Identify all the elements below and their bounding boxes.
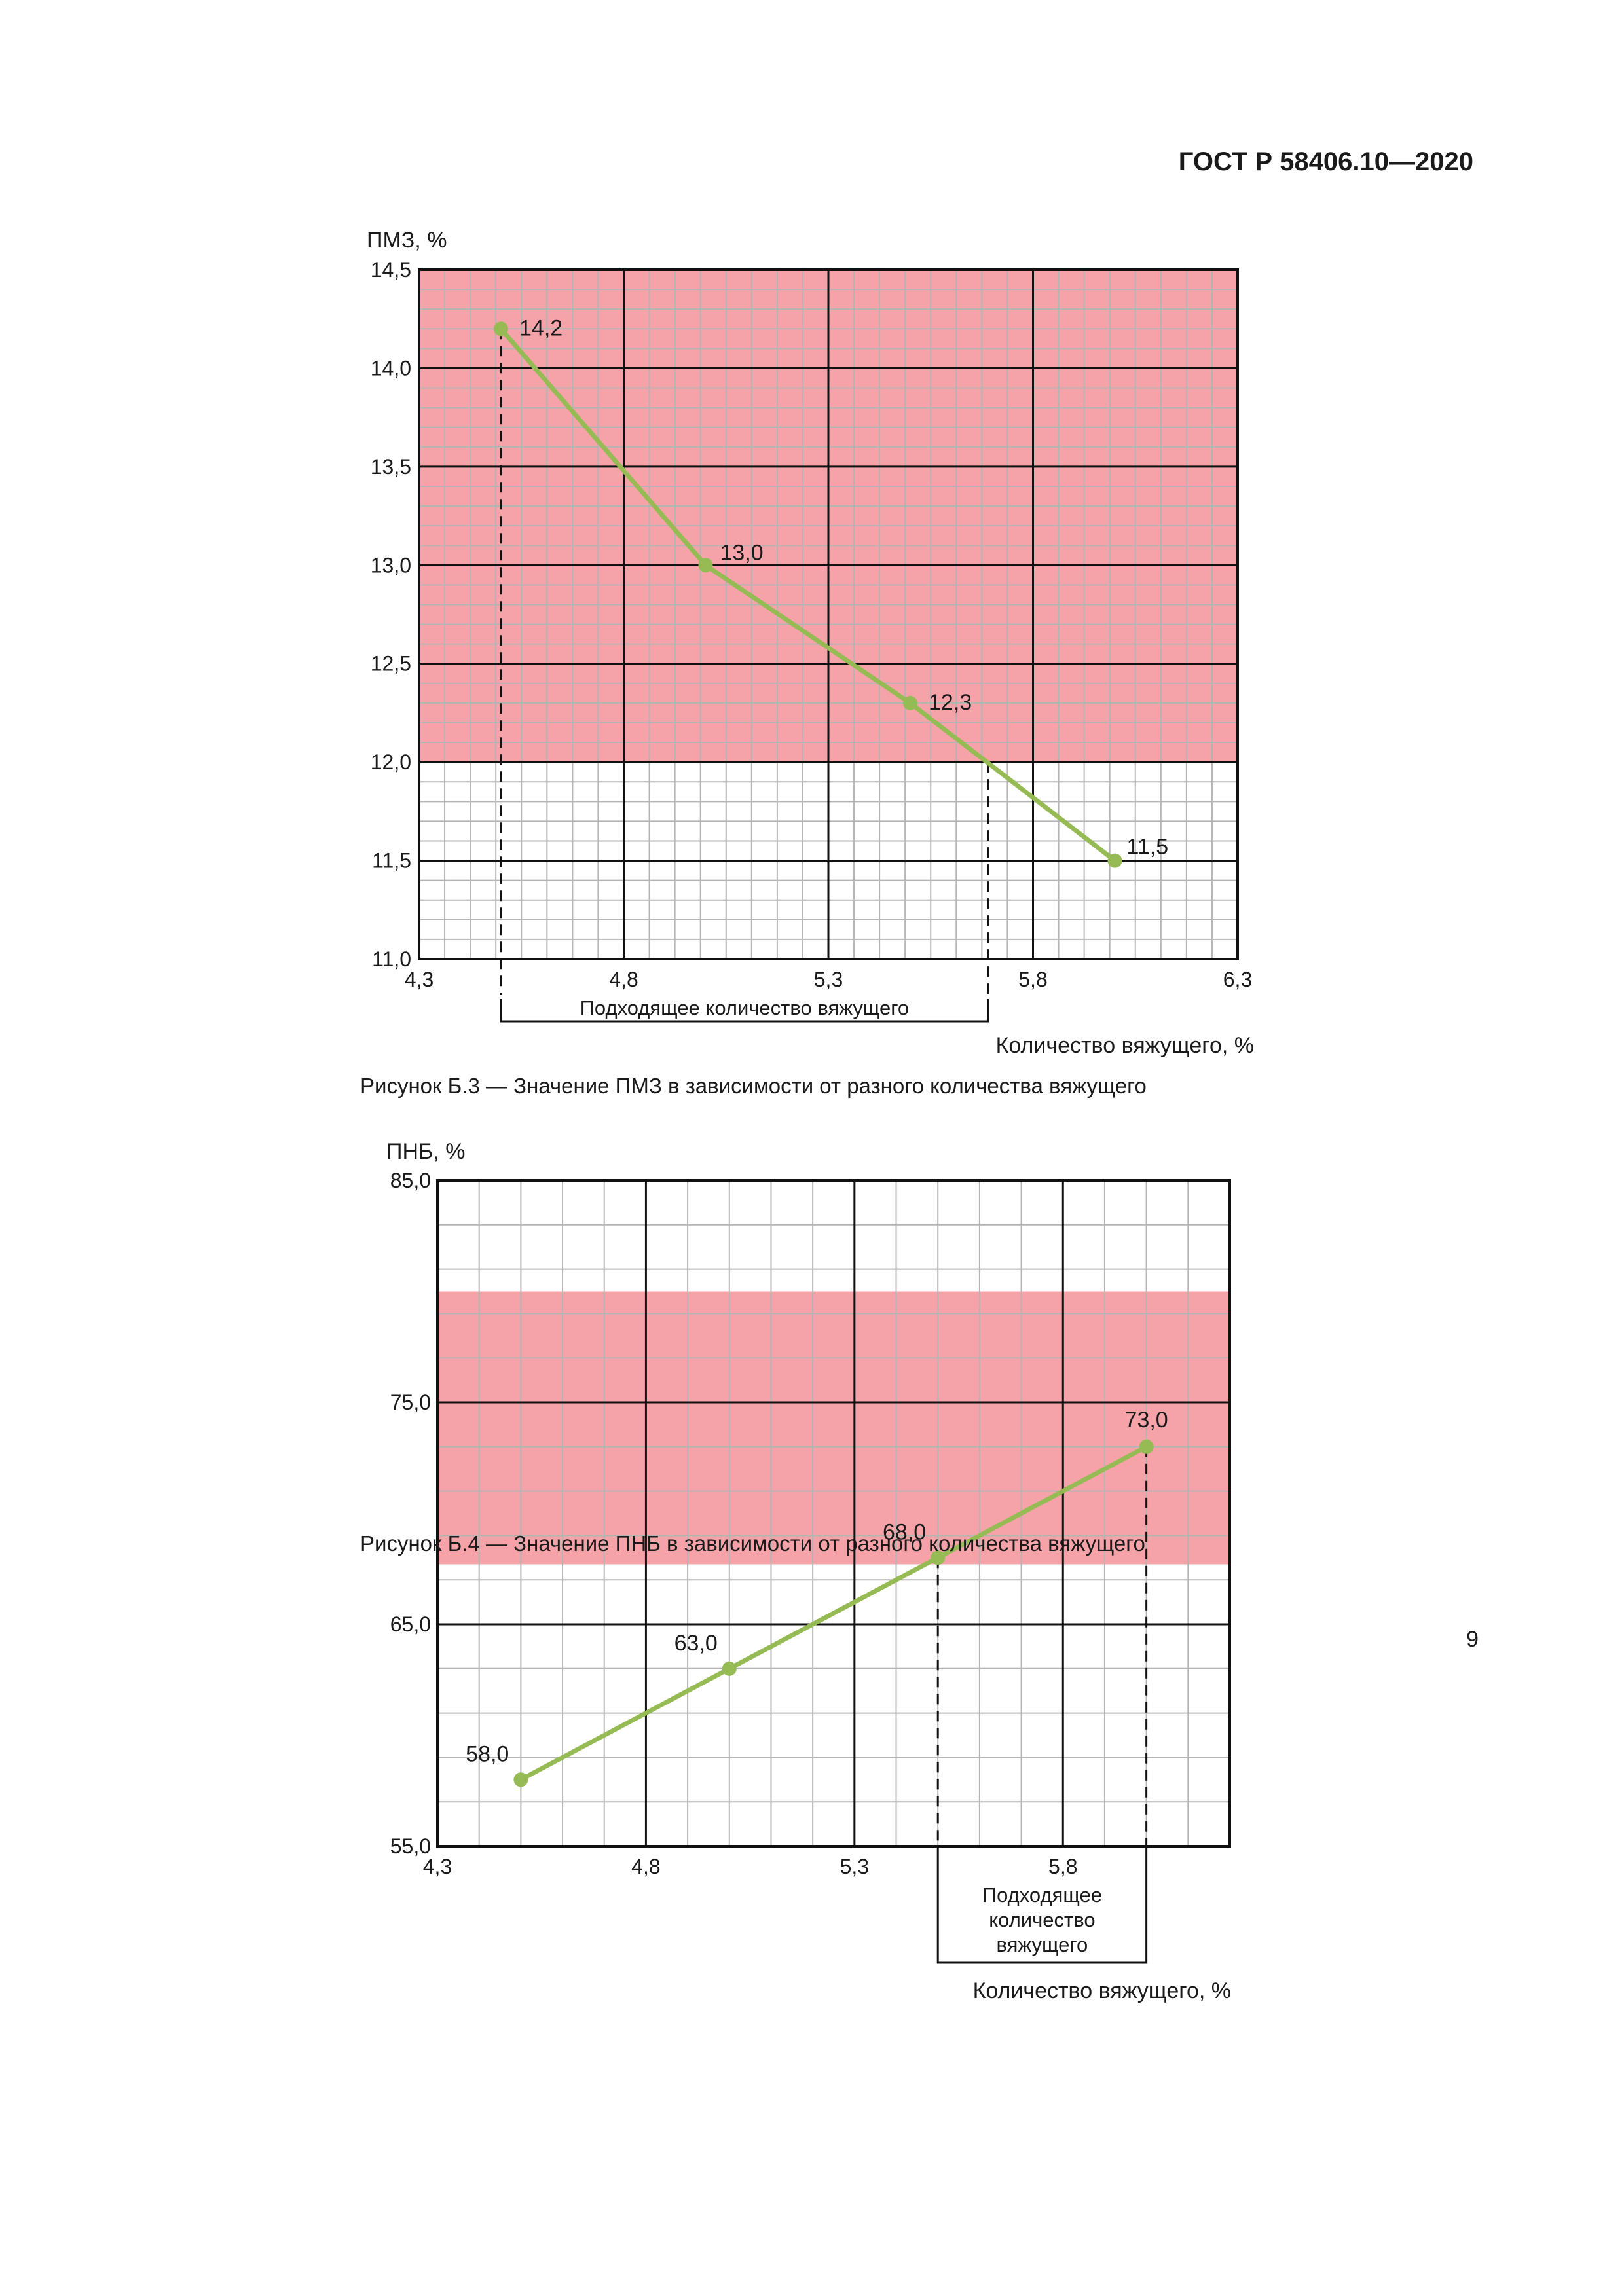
pmz-figure-caption: Рисунок Б.3 — Значение ПМЗ в зависимости… bbox=[360, 1074, 1147, 1098]
pmz-series-line bbox=[499, 327, 1116, 863]
pnb-data-point bbox=[1139, 1439, 1154, 1454]
pnb-y-tick-label: 75,0 bbox=[390, 1391, 431, 1414]
pnb-y-tick-label: 85,0 bbox=[390, 1169, 431, 1192]
pmz-data-label: 13,0 bbox=[720, 540, 764, 565]
pnb-suitable-label-line-2: количество bbox=[989, 1908, 1095, 1931]
pnb-suitable-label-line-1: Подходящее bbox=[982, 1884, 1102, 1906]
pnb-points: 58,0 63,0 68,0 73,0 bbox=[466, 1408, 1168, 1787]
pmz-x-tick-label: 5,8 bbox=[1018, 968, 1047, 991]
pmz-y-tick-label: 12,5 bbox=[371, 652, 411, 676]
pnb-plot-border bbox=[436, 1179, 1231, 1848]
pnb-data-point bbox=[722, 1661, 737, 1676]
pmz-y-tick-label: 13,5 bbox=[371, 455, 411, 479]
pmz-data-point bbox=[494, 321, 508, 337]
pnb-suitable-range-box bbox=[936, 1846, 1148, 1964]
pnb-series-line bbox=[519, 1444, 1148, 1782]
pmz-suitable-range-bracket bbox=[500, 999, 989, 1023]
pnb-x-axis-label: Количество вяжущего, % bbox=[973, 1978, 1231, 2003]
pmz-plot-border bbox=[418, 268, 1239, 960]
pnb-x-tick-label: 5,3 bbox=[840, 1855, 869, 1878]
page-number: 9 bbox=[1466, 1627, 1479, 1652]
pmz-x-tick-label: 5,3 bbox=[814, 968, 843, 991]
pmz-y-tick-label: 12,0 bbox=[371, 750, 411, 774]
pmz-suitable-range-label: Подходящее количество вяжущего bbox=[580, 996, 909, 1019]
pnb-x-tick-label: 5,8 bbox=[1048, 1855, 1077, 1878]
pnb-y-axis-label: ПНБ, % bbox=[386, 1139, 465, 1164]
pnb-data-point bbox=[513, 1772, 528, 1787]
document-number: ГОСТ Р 58406.10—2020 bbox=[1178, 147, 1473, 176]
pmz-y-tick-label: 11,5 bbox=[372, 849, 411, 873]
pnb-y-tick-label: 55,0 bbox=[390, 1834, 431, 1858]
pmz-data-point bbox=[903, 695, 917, 710]
pnb-y-tick-label: 65,0 bbox=[390, 1613, 431, 1636]
pmz-y-tick-label: 14,0 bbox=[371, 356, 411, 380]
pmz-y-tick-label: 11,0 bbox=[372, 947, 411, 971]
pmz-y-axis-label: ПМЗ, % bbox=[367, 228, 447, 253]
pmz-data-point bbox=[1107, 853, 1122, 868]
pmz-data-label: 12,3 bbox=[929, 690, 972, 715]
pmz-data-label: 14,2 bbox=[519, 316, 563, 340]
pmz-y-tick-label: 13,0 bbox=[371, 553, 411, 577]
pnb-data-label: 68,0 bbox=[883, 1520, 926, 1544]
pmz-tick-labels: 4,3 4,8 5,3 5,8 6,3 11,0 11,5 12,0 12,5 13,0 13,5 1… bbox=[371, 258, 1253, 991]
pmz-points: 14,2 13,0 12,3 11,5 bbox=[494, 316, 1169, 868]
pmz-y-tick-label: 14,5 bbox=[371, 258, 411, 282]
pnb-data-point bbox=[931, 1550, 946, 1565]
pmz-x-tick-label: 4,3 bbox=[405, 968, 434, 991]
pnb-tick-labels: 4,3 4,8 5,3 5,8 55,0 65,0 75,0 85,0 bbox=[390, 1169, 1078, 1878]
pnb-guide-lines bbox=[936, 1446, 1148, 1846]
pmz-data-label: 11,5 bbox=[1127, 835, 1169, 860]
pnb-figure-caption: Рисунок Б.4 — Значение ПНБ в зависимости… bbox=[360, 1531, 1145, 1556]
pmz-x-axis-label: Количество вяжущего, % bbox=[996, 1033, 1254, 1058]
pnb-data-label: 63,0 bbox=[674, 1631, 718, 1656]
pmz-x-tick-label: 6,3 bbox=[1223, 968, 1252, 991]
pnb-suitable-label-line-3: вяжущего bbox=[997, 1933, 1088, 1956]
pmz-x-tick-label: 4,8 bbox=[609, 968, 638, 991]
pnb-shaded-zone bbox=[437, 1291, 1230, 1565]
pnb-data-label: 73,0 bbox=[1125, 1408, 1168, 1432]
pnb-x-tick-label: 4,3 bbox=[423, 1855, 452, 1878]
pnb-x-tick-label: 4,8 bbox=[631, 1855, 660, 1878]
pmz-guide-lines bbox=[500, 329, 989, 995]
pnb-data-label: 58,0 bbox=[466, 1741, 509, 1766]
pnb-grid bbox=[436, 1179, 1231, 1848]
pnb-suitable-range-label: Подходящее количество вяжущего bbox=[982, 1884, 1102, 1956]
pmz-data-point bbox=[698, 558, 713, 573]
